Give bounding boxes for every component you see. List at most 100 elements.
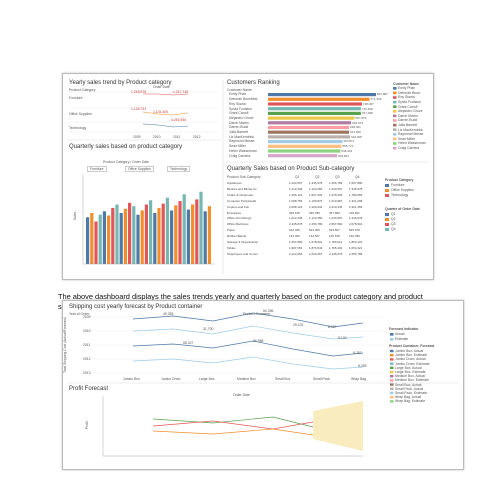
forecast-legend2-item: Jumbo Drum, Actual xyxy=(395,357,426,362)
subcat-cell: 134,567 xyxy=(309,234,320,239)
subcat-cell: 1,012,345 xyxy=(289,216,303,221)
forecast-container: Medium Box xyxy=(237,377,256,381)
customer-bar xyxy=(268,154,338,158)
subcat-quarter-header: Q4 xyxy=(355,175,360,179)
forecast-legend-item: Actual xyxy=(395,332,405,336)
quarterly-bar xyxy=(195,199,199,264)
quarterly-bar xyxy=(102,211,106,264)
quarterly-bar xyxy=(157,207,161,264)
subcat-cell: 1,456,789 xyxy=(329,181,343,185)
subcat-legend-item: Furniture xyxy=(391,183,405,187)
subcat-cell: 1,789,456 xyxy=(349,192,363,197)
yearly-value: 1,217,745 xyxy=(173,90,189,94)
filter-furniture[interactable]: Furniture xyxy=(87,166,107,172)
customer-bar xyxy=(268,135,351,139)
legend-swatch xyxy=(390,387,394,390)
customer-name: Sean Miller xyxy=(229,144,246,149)
customer-legend-item: Liz MacKendrick xyxy=(398,127,423,132)
customer-name: Raymond Messe xyxy=(229,139,255,144)
subcat-cell: 1,345,678 xyxy=(309,181,323,185)
subcat-cell: 1,234,567 xyxy=(329,216,343,221)
forecast-container: Large Box xyxy=(199,377,215,381)
customer-value: 563,871 xyxy=(343,139,355,144)
subcat-cell: 1,890,123 xyxy=(349,240,363,244)
quarterly-bar xyxy=(111,207,115,264)
subcat-row-label: Rubber Bands xyxy=(227,234,247,239)
customer-name: Liz MacKendrick xyxy=(229,134,254,139)
quarterly-bar xyxy=(186,209,190,264)
legend-swatch xyxy=(390,349,394,353)
quarterly-bar xyxy=(199,191,203,264)
customer-name: Helen Wasserman xyxy=(229,148,257,153)
forecast-line-1 xyxy=(132,312,364,328)
legend-swatch xyxy=(393,114,397,118)
customer-name: Emily Phan xyxy=(229,92,247,97)
forecast-legend2-item: Jumbo Drum, Estimate xyxy=(395,361,430,366)
customer-value: 548,461 xyxy=(341,148,353,153)
forecast-legend2-item: Medium Box, Estimate xyxy=(395,378,429,383)
forecast-point-label: 31,700 xyxy=(203,327,214,331)
legend-swatch xyxy=(393,110,397,113)
subcat-cell: 367,890 xyxy=(329,210,340,215)
forecast-year: 2013 xyxy=(83,371,91,375)
legend-swatch xyxy=(390,366,394,369)
yearly-value: 1,126,731 xyxy=(131,107,147,111)
customer-bar xyxy=(268,97,370,101)
subcat-cell: 2,109,234 xyxy=(309,204,323,209)
customer-name: Julia Barnett xyxy=(229,130,248,134)
profit-title: Profit Forecast xyxy=(69,386,109,392)
subcat-legend-item: Office Supplies xyxy=(391,188,414,192)
subcat-cell: 345,678 xyxy=(289,210,300,215)
yearly-year: 2011 xyxy=(173,135,181,139)
subcat-cell: 512,345 xyxy=(289,228,300,233)
subcat-cell: 1,567,890 xyxy=(289,240,303,244)
customer-name: Darren Budd xyxy=(229,125,249,130)
customer-legend-item: Darren Budd xyxy=(398,118,418,123)
forecast-legend-title: Forecast indicator xyxy=(389,327,419,331)
customer-bar xyxy=(268,140,343,144)
quarterly-bar xyxy=(90,213,94,264)
legend-swatch xyxy=(393,91,397,95)
customer-value: 718,007 xyxy=(362,101,374,106)
forecast-legend2-item: Medium Box, Actual xyxy=(395,374,425,379)
forecast-year: 2012 xyxy=(83,357,91,361)
subcat-row-label: Tables xyxy=(227,245,236,250)
forecast-point-label: 36,988 xyxy=(253,339,264,343)
customer-legend-item: Roy Skaria xyxy=(398,95,415,100)
customer-value: 618,461 xyxy=(350,125,361,130)
filter-tech[interactable]: Technology xyxy=(167,166,191,172)
subcat-row-label: Chairs & Chairmats xyxy=(227,192,254,197)
forecast-legend2-item: Jumbo Box, Actual xyxy=(395,349,424,353)
customer-legend-item: Sean Miller xyxy=(398,136,415,141)
subcat-cell: 1,876,543 xyxy=(309,245,323,250)
legend-swatch xyxy=(390,362,394,365)
customer-legend-item: Raymond Messe xyxy=(398,132,424,137)
forecast-container: Small Box xyxy=(275,377,291,381)
subcat-cell: 2,678,901 xyxy=(349,222,363,227)
forecast-title: Shipping cost yearly forecast by Product… xyxy=(69,304,203,310)
forecast-line-3 xyxy=(132,340,364,357)
subcat-cell: 1,123,456 xyxy=(309,216,323,221)
subcat-cell: 2,567,890 xyxy=(329,222,343,227)
yearly-year: 2009 xyxy=(133,135,141,139)
quarterly-bar xyxy=(98,214,102,264)
subcat-cell: 2,345,678 xyxy=(289,222,303,227)
yearly-row: Furniture xyxy=(69,96,83,100)
customer-bar xyxy=(268,125,349,130)
customer-bar xyxy=(268,102,362,106)
subcat-legend2-item: Q4 xyxy=(391,227,396,231)
yearly-line-furniture xyxy=(143,93,189,96)
customer-name: Deborah Brumfield xyxy=(229,97,258,102)
customer-value: 614,930 xyxy=(350,130,361,134)
subcat-cell: 156,789 xyxy=(349,234,360,239)
subcat-cell: 1,345,678 xyxy=(349,186,363,191)
yearly-title: Yearly sales trend by Product category xyxy=(69,80,172,86)
customer-value: 821,887 xyxy=(377,92,388,97)
subcat-legend2-item: Q2 xyxy=(391,217,396,221)
filter-office[interactable]: Office Supplies xyxy=(125,166,154,172)
profit-line-1 xyxy=(152,416,314,428)
forecast-line-2 xyxy=(132,325,364,340)
subcat-row-label: Computer Peripherals xyxy=(227,198,257,203)
subcat-cell: 534,567 xyxy=(329,228,340,233)
customer-value: 657,876 xyxy=(355,115,367,120)
